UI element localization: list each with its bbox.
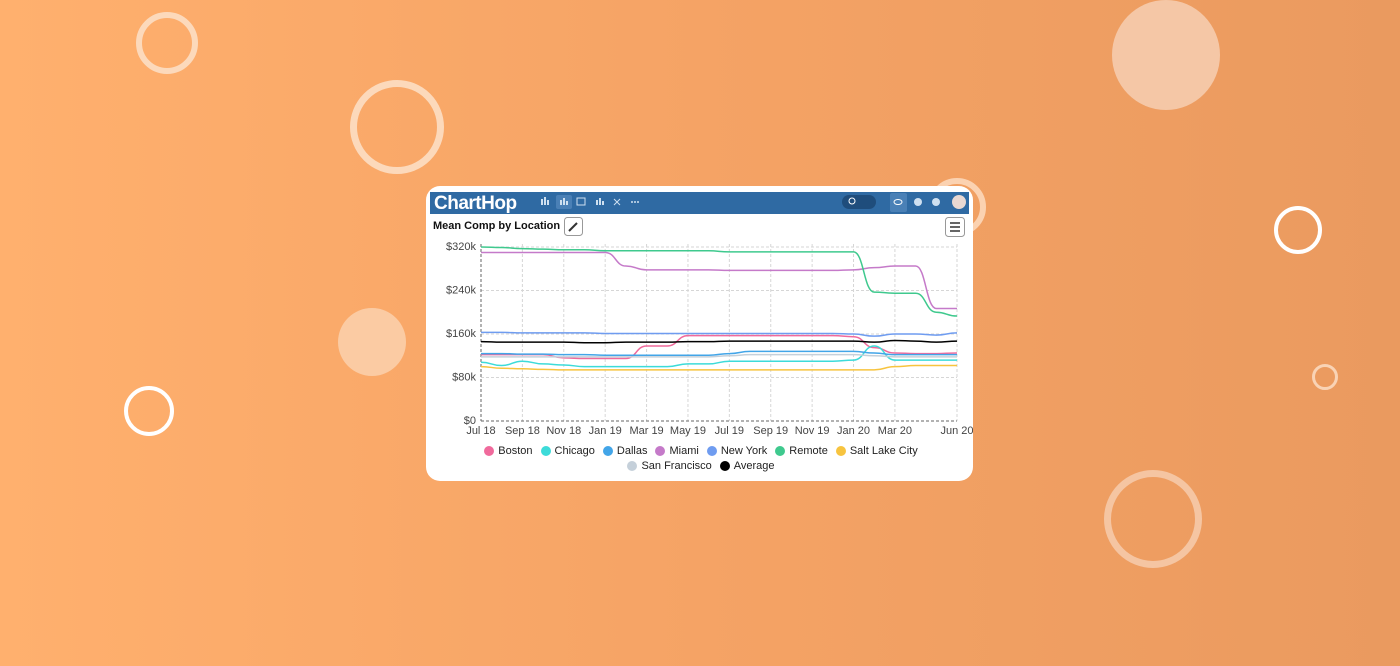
- x-tick-label: Jan 20: [837, 425, 870, 437]
- chart: $0 $80k $160k $240k $320k Jul 18 Sep 18 Nov 18 J…: [446, 241, 973, 437]
- nav-icon[interactable]: [541, 195, 639, 209]
- pencil-icon: [568, 222, 578, 232]
- legend-swatch: [719, 461, 730, 471]
- legend-swatch: [602, 446, 613, 456]
- x-tick-label: Nov 19: [795, 425, 830, 437]
- decor-circle: [338, 308, 406, 376]
- x-tick-label: May 19: [670, 425, 706, 437]
- legend-item[interactable]: San Francisco: [627, 460, 712, 472]
- legend-swatch: [655, 446, 666, 456]
- legend-label: Remote: [789, 445, 828, 457]
- decor-circle: [1312, 364, 1338, 390]
- legend-swatch: [627, 461, 638, 471]
- legend-swatch: [835, 446, 846, 456]
- nav-icons: [541, 193, 966, 212]
- line-series: [481, 331, 958, 337]
- settings-icon[interactable]: [914, 198, 922, 206]
- x-tick-label: Mar 19: [629, 425, 663, 437]
- legend-item[interactable]: Remote: [775, 445, 828, 457]
- chart-title: Mean Comp by Location: [433, 220, 561, 232]
- decor-circle: [136, 12, 198, 74]
- y-tick-label: $320k: [446, 241, 476, 253]
- decor-circle: [1112, 0, 1220, 110]
- legend-label: Chicago: [554, 445, 595, 457]
- legend-item[interactable]: Dallas: [602, 445, 648, 457]
- decor-circle: [350, 80, 444, 174]
- legend-label: Miami: [669, 445, 699, 457]
- legend-label: New York: [720, 445, 768, 457]
- controls: [564, 217, 965, 237]
- app-window: ChartHop Mean Comp by Location $0 $80k $16: [426, 186, 973, 481]
- x-tick-label: Mar 20: [878, 425, 912, 437]
- legend-item[interactable]: Boston: [484, 445, 533, 457]
- decor-circle: [1274, 206, 1322, 254]
- x-tick-label: Jul 19: [715, 425, 744, 437]
- x-tick-label: Jan 19: [589, 425, 622, 437]
- y-tick-label: $0: [464, 415, 476, 427]
- top-nav: ChartHop: [430, 192, 969, 214]
- line-series: [480, 334, 958, 360]
- x-tick-label: Sep 19: [753, 425, 788, 437]
- legend-item[interactable]: New York: [706, 445, 768, 457]
- legend-label: Salt Lake City: [849, 445, 918, 457]
- x-tick-label: Jun 20: [940, 425, 973, 437]
- line-series: [480, 246, 958, 317]
- legend-item[interactable]: Average: [719, 460, 775, 472]
- line-series: [481, 350, 957, 356]
- legend-swatch: [706, 446, 717, 456]
- view-button[interactable]: [890, 193, 907, 212]
- search-icon: [848, 197, 856, 205]
- y-tick-label: $160k: [446, 328, 476, 340]
- line-series: [480, 353, 957, 358]
- legend-label: Boston: [498, 445, 533, 457]
- eye-icon: [893, 199, 903, 205]
- decor-circle: [124, 386, 174, 436]
- menu-icon: [950, 222, 960, 232]
- line-series: [480, 339, 958, 344]
- line-series: [481, 251, 957, 310]
- avatar[interactable]: [952, 195, 966, 209]
- legend-label: San Francisco: [641, 460, 712, 472]
- legend-item[interactable]: Chicago: [540, 445, 595, 457]
- legend-label: Average: [733, 460, 775, 472]
- legend-swatch: [484, 446, 495, 456]
- legend-swatch: [540, 446, 551, 456]
- legend: Boston Chicago Dallas Miami New York Remote Sa…: [466, 445, 936, 472]
- legend-item[interactable]: Miami: [655, 445, 699, 457]
- line-series: [480, 345, 957, 368]
- legend-swatch: [775, 446, 786, 456]
- line-series: [480, 364, 957, 371]
- legend-item[interactable]: Salt Lake City: [835, 445, 918, 457]
- x-tick-label: Jul 18: [466, 425, 495, 437]
- logo: ChartHop: [434, 193, 517, 214]
- decor-circle: [1104, 470, 1202, 568]
- help-icon[interactable]: [932, 198, 940, 206]
- y-tick-label: $240k: [446, 284, 476, 296]
- y-tick-label: $80k: [452, 371, 476, 383]
- x-tick-label: Sep 18: [505, 425, 540, 437]
- legend-label: Dallas: [616, 445, 648, 457]
- x-tick-label: Nov 18: [546, 425, 581, 437]
